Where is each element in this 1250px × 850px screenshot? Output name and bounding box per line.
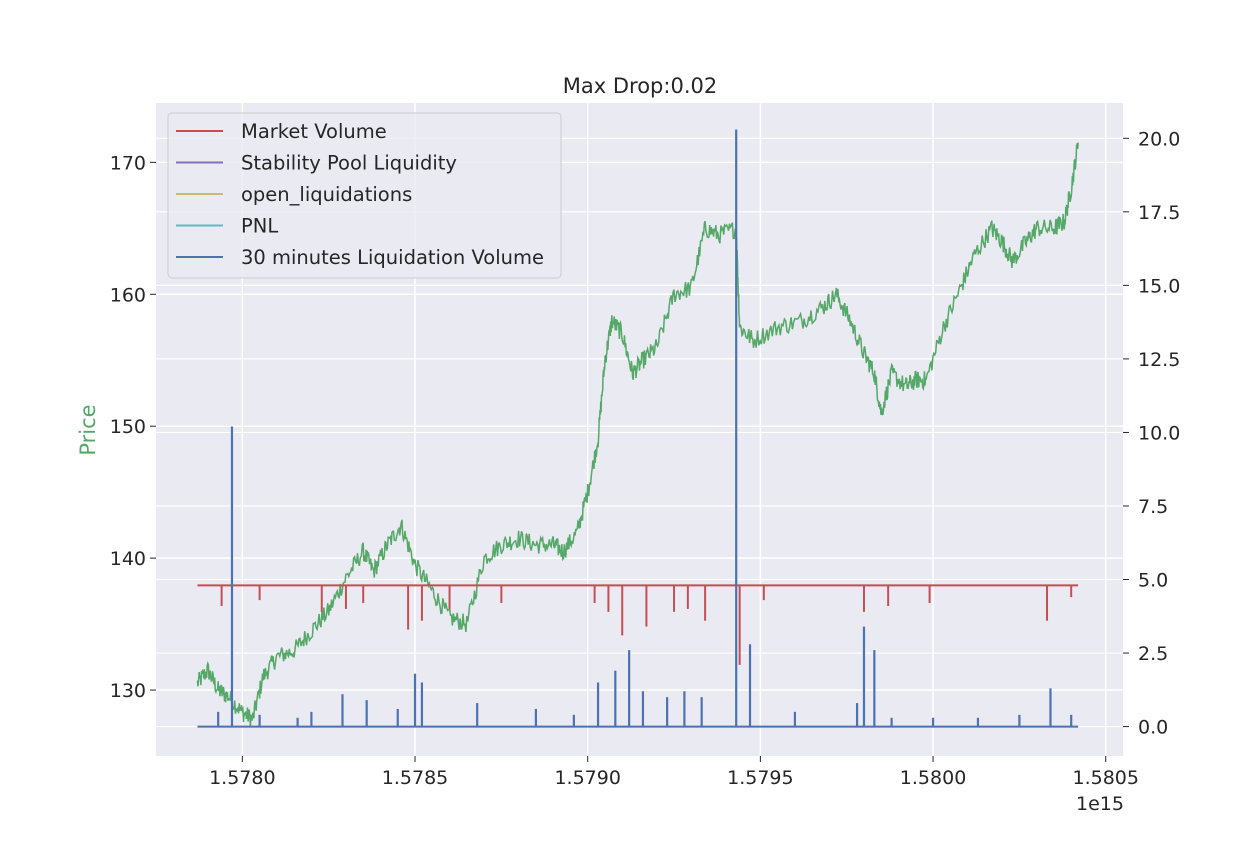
legend-label: PNL	[241, 215, 278, 238]
x-tick-label: 1.5790	[554, 767, 620, 789]
y-right-tick-label: 10.0	[1138, 422, 1180, 444]
y-right-tick-label: 2.5	[1138, 643, 1168, 665]
legend-label: Stability Pool Liquidity	[241, 152, 457, 175]
y-left-tick-label: 140	[110, 548, 146, 570]
y-axis-label: Price	[76, 404, 100, 455]
y-right-tick-label: 0.0	[1138, 717, 1168, 739]
x-tick-label: 1.5785	[382, 767, 448, 789]
series-price-line	[196, 142, 1079, 727]
grid	[156, 103, 1123, 756]
legend: Market Volume Stability Pool Liquidity ope…	[167, 112, 562, 279]
y-right-tick-label: 7.5	[1138, 496, 1168, 518]
x-tick-label: 1.5805	[1072, 767, 1138, 789]
x-axis-offset-label: 1e15	[1076, 793, 1124, 815]
y-right-tick-label: 20.0	[1138, 128, 1180, 150]
right-axis-ticks: 0.0 2.5 5.0 7.5 10.0 12.5 15.0 17.5 20.0	[1123, 128, 1180, 739]
x-tick-label: 1.5780	[209, 767, 275, 789]
left-axis-ticks: 130 140 150 160 170	[110, 152, 156, 702]
legend-label: 30 minutes Liquidation Volume	[241, 246, 544, 269]
chart-title: Max Drop:0.02	[563, 74, 717, 98]
y-left-tick-label: 150	[110, 416, 146, 438]
y-right-tick-label: 12.5	[1138, 349, 1180, 371]
x-tick-label: 1.5800	[900, 767, 966, 789]
legend-label: Market Volume	[241, 120, 387, 143]
y-right-tick-label: 15.0	[1138, 275, 1180, 297]
legend-label: open_liquidations	[241, 183, 412, 206]
y-left-tick-label: 160	[110, 284, 146, 306]
y-right-tick-label: 5.0	[1138, 570, 1168, 592]
y-left-tick-label: 130	[110, 680, 146, 702]
y-left-tick-label: 170	[110, 152, 146, 174]
x-tick-label: 1.5795	[727, 767, 793, 789]
y-right-tick-label: 17.5	[1138, 202, 1180, 224]
x-axis-ticks: 1.5780 1.5785 1.5790 1.5795 1.5800 1.5805	[209, 756, 1139, 789]
legend-frame	[167, 112, 562, 279]
series-layer	[196, 129, 1079, 728]
